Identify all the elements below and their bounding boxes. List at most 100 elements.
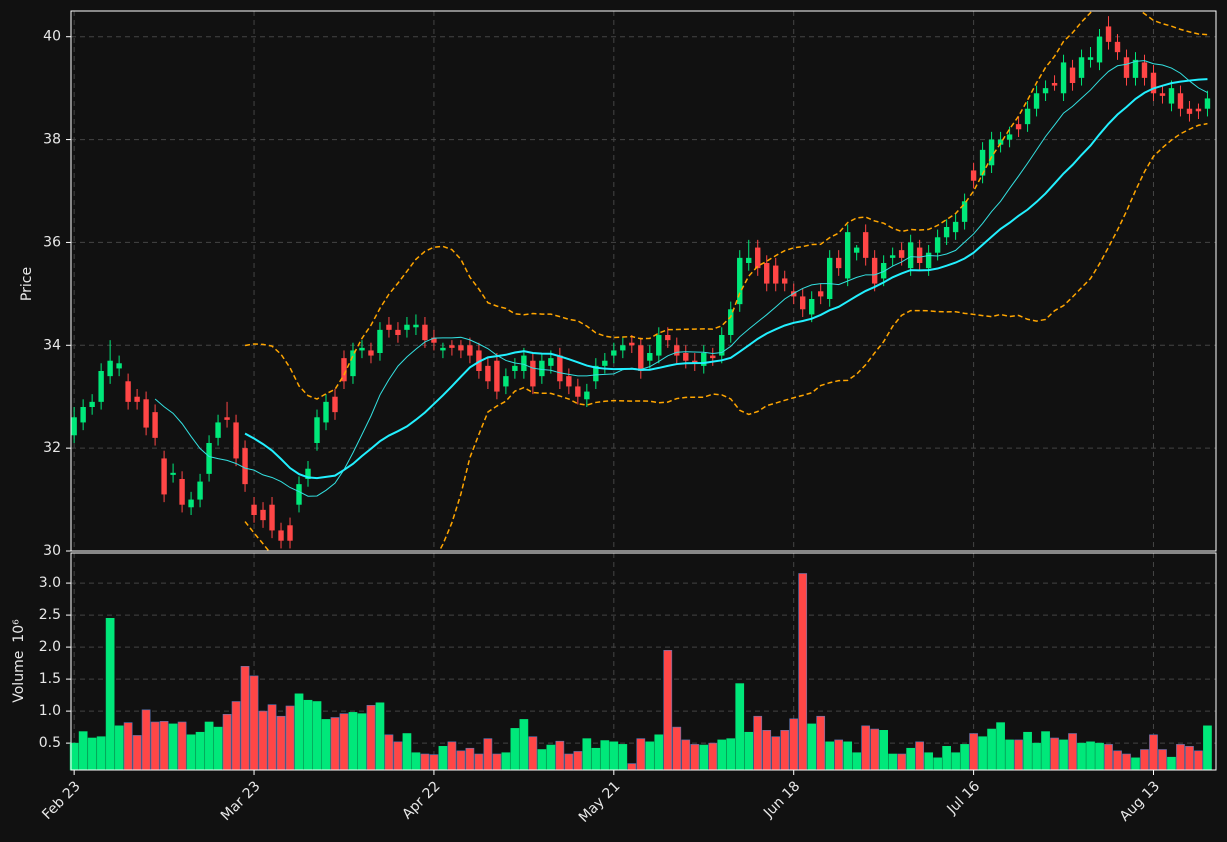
volume-bar — [870, 728, 880, 771]
volume-tick-label: 2.0 — [39, 639, 61, 655]
candle-body — [161, 458, 167, 495]
candle-body — [764, 263, 770, 284]
candle-body — [844, 232, 851, 279]
volume-frame — [70, 552, 1217, 771]
candle-body — [1132, 59, 1139, 78]
candle-body — [242, 448, 248, 485]
volume-bar — [1023, 731, 1032, 771]
candle-body — [548, 358, 554, 366]
volume-bar — [375, 702, 385, 771]
volume-bar — [843, 741, 853, 771]
candle-body — [1051, 83, 1058, 86]
candle-body — [746, 257, 752, 263]
candle-body — [269, 504, 275, 531]
volume-unit: 10⁶ — [11, 619, 27, 643]
candle-body — [1042, 88, 1049, 94]
volume-bar — [204, 721, 214, 771]
candle-body — [728, 309, 734, 335]
volume-bar — [600, 740, 610, 771]
candle-body — [710, 355, 716, 359]
volume-bar — [690, 744, 700, 771]
volume-bar — [159, 721, 169, 771]
volume-bar — [1122, 753, 1131, 771]
volume-bar — [933, 757, 942, 771]
candle-body — [584, 391, 590, 400]
candle-body — [934, 237, 941, 253]
volume-bar — [1050, 737, 1059, 771]
volume-bar — [1095, 742, 1104, 771]
candle-body — [125, 381, 131, 402]
volume-bar — [699, 744, 709, 771]
volume-bar — [1149, 734, 1158, 771]
volume-bar — [258, 710, 268, 771]
candle-body — [773, 265, 779, 284]
volume-bar — [708, 742, 718, 771]
candle-body — [314, 417, 320, 443]
volume-bar — [789, 718, 799, 771]
volume-bar — [825, 741, 835, 771]
volume-tick-label: 2.5 — [39, 607, 61, 623]
volume-bar — [474, 753, 484, 771]
volume-bar — [483, 738, 493, 771]
y-tick-label: 38 — [43, 132, 61, 148]
volume-bar — [834, 739, 844, 771]
volume-bar — [780, 730, 790, 771]
candle-body — [467, 345, 473, 356]
candle-body — [1015, 124, 1022, 130]
candle-body — [737, 257, 743, 305]
volume-bar — [573, 751, 583, 771]
volume-bar — [96, 736, 106, 771]
volume-bar — [1113, 750, 1122, 771]
volume-bar — [906, 747, 915, 771]
candle-body — [1195, 108, 1202, 112]
candle-body — [251, 504, 257, 515]
candle-body — [116, 363, 122, 369]
candle-body — [224, 417, 230, 420]
volume-bar — [420, 753, 430, 771]
volume-bar — [1059, 739, 1068, 771]
volume-bar — [186, 734, 196, 771]
volume-bar — [222, 714, 232, 771]
candle-body — [1168, 88, 1175, 104]
volume-bar — [195, 731, 205, 771]
candle-body — [647, 353, 653, 361]
candle-body — [826, 257, 833, 299]
volume-bar — [888, 753, 897, 771]
candle-body — [143, 399, 149, 428]
price-marks — [71, 11, 1211, 551]
volume-bar — [897, 753, 906, 771]
volume-bar — [447, 741, 457, 771]
volume-bar — [627, 763, 637, 771]
candle-body — [566, 376, 572, 387]
candle-body — [170, 472, 176, 475]
candle-body — [665, 335, 671, 341]
volume-bar — [231, 701, 241, 771]
candle-body — [970, 170, 977, 181]
volume-bar — [339, 713, 349, 771]
candle-body — [305, 468, 311, 479]
volume-bar — [807, 723, 817, 771]
candle-body — [458, 345, 464, 351]
candle-body — [817, 291, 824, 297]
candle-body — [377, 329, 383, 353]
candle-body — [386, 324, 392, 330]
volume-bar — [1068, 733, 1077, 771]
volume-bar — [393, 741, 403, 771]
volume-axis-label: Volume 10⁶ — [11, 619, 27, 703]
candle-body — [413, 324, 419, 328]
volume-bar — [798, 573, 808, 771]
volume-bar — [456, 750, 466, 771]
volume-bar — [357, 713, 367, 771]
volume-bar — [501, 752, 511, 771]
volume-bar — [996, 722, 1005, 771]
candle-body — [800, 296, 806, 310]
volume-bar — [249, 675, 259, 771]
volume-bar — [969, 733, 978, 771]
volume-bar — [1005, 739, 1014, 771]
y-tick-label: 40 — [43, 29, 61, 45]
candle-body — [952, 221, 959, 233]
candle-body — [278, 530, 284, 541]
candle-body — [1123, 57, 1130, 78]
volume-bar — [717, 739, 727, 771]
volume-bar — [762, 730, 772, 771]
